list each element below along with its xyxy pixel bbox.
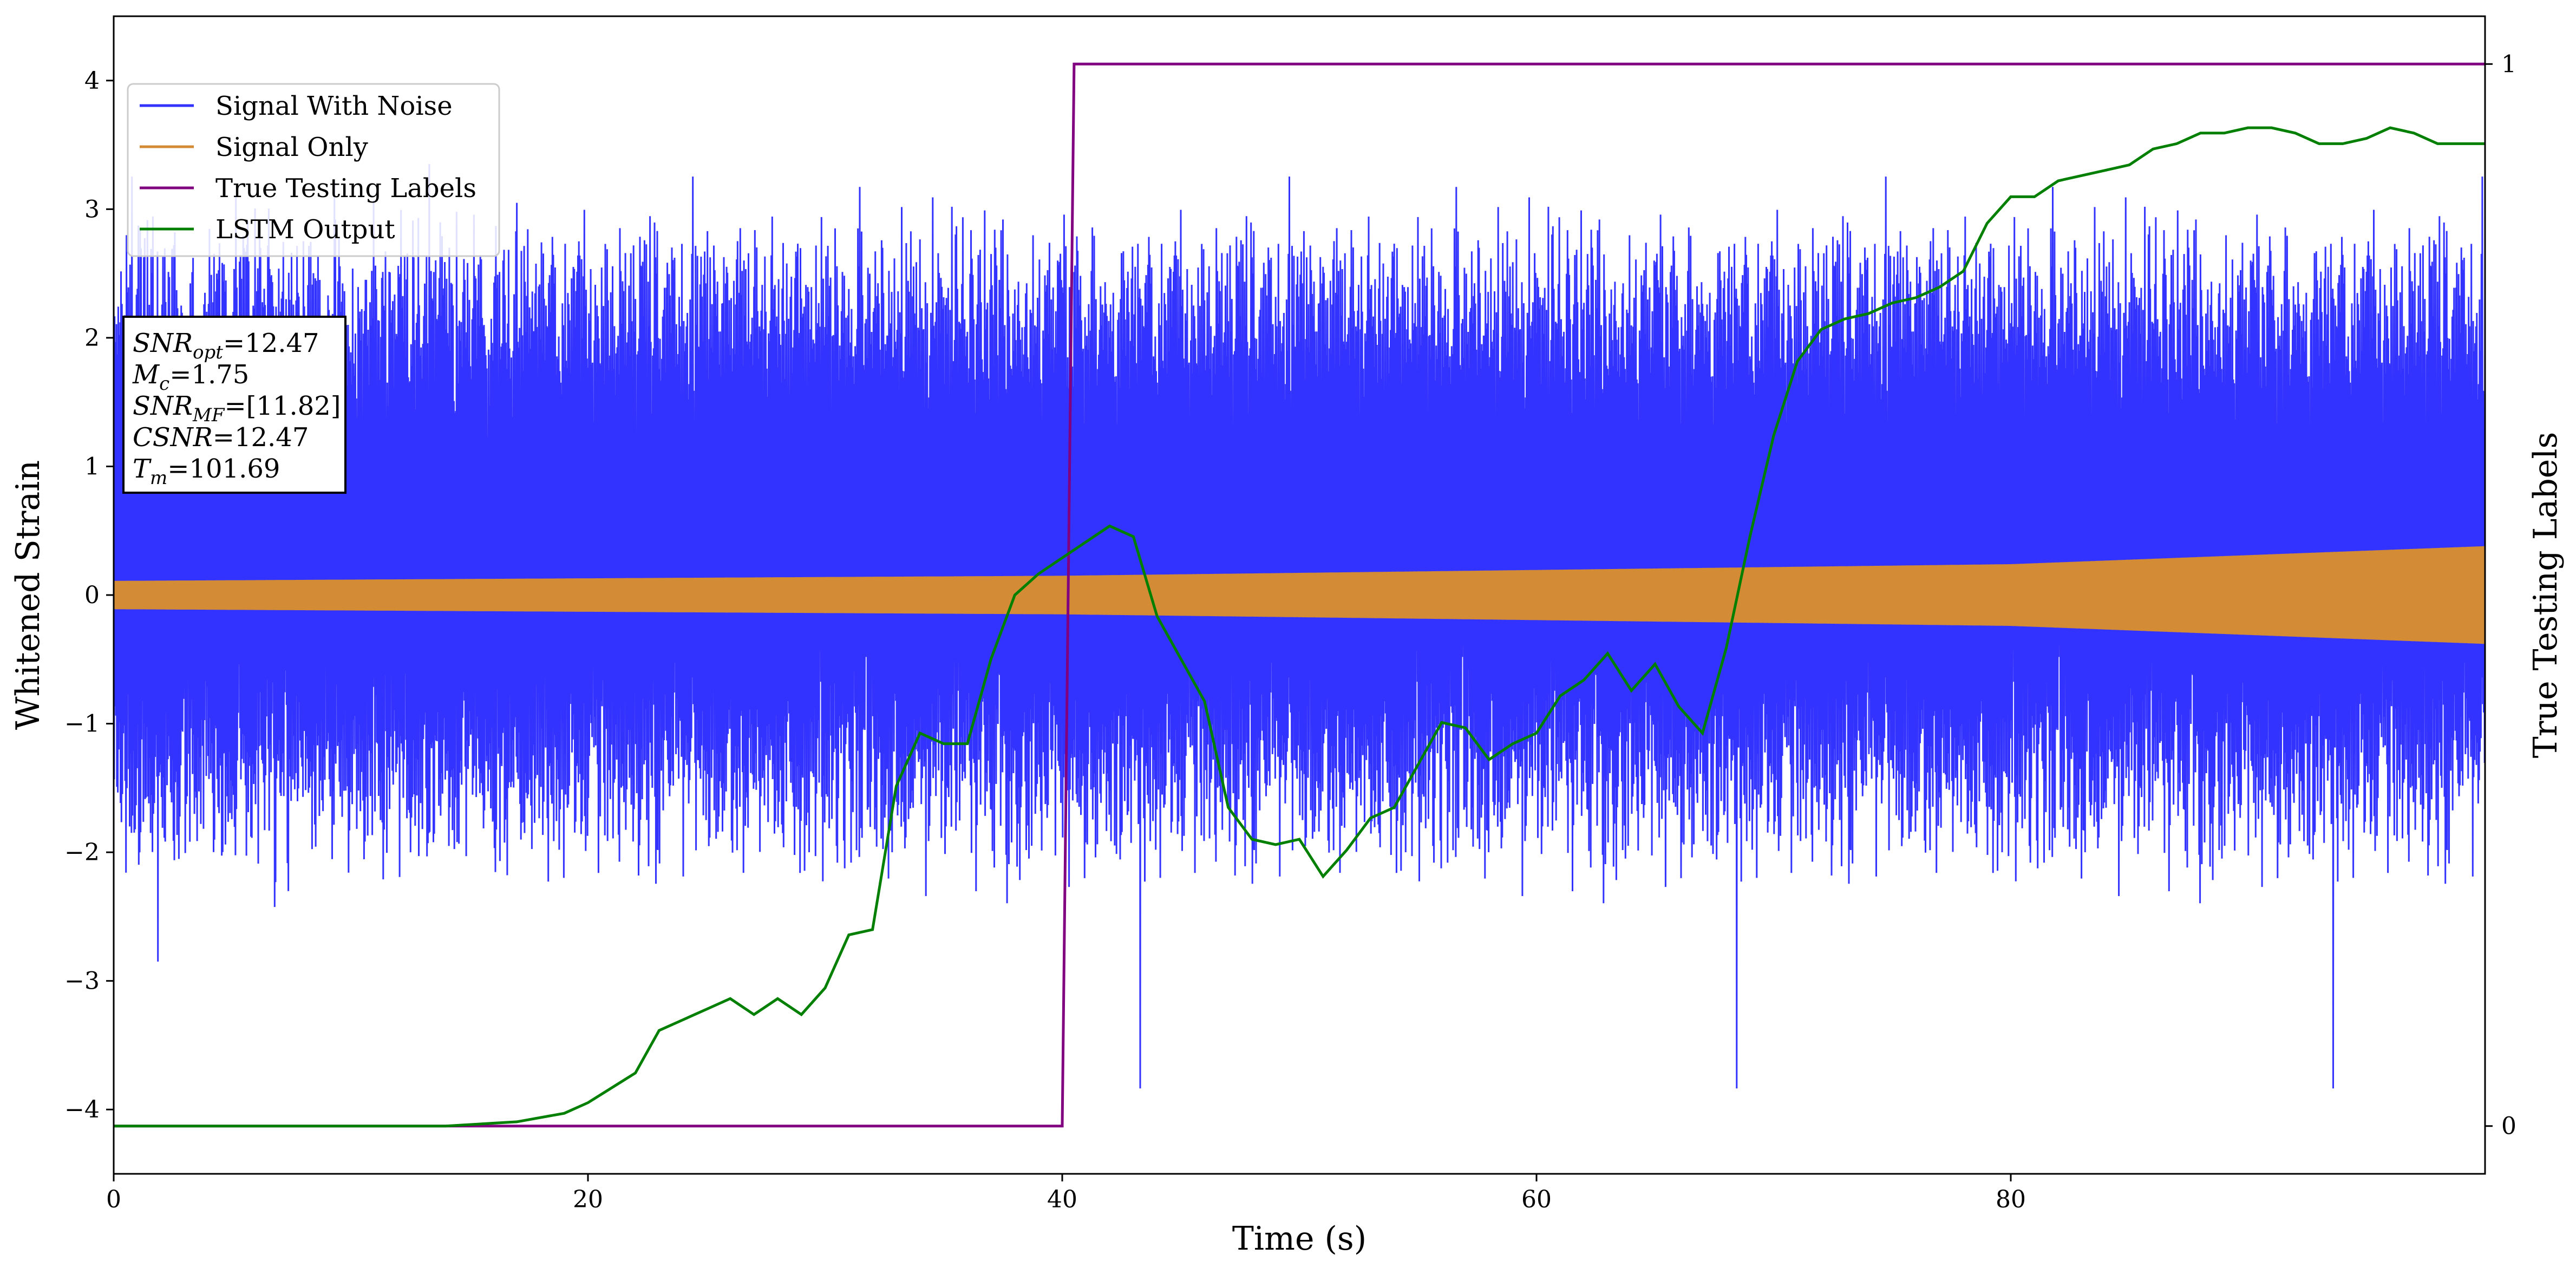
- y-axis-label-right: True Testing Labels: [2527, 432, 2565, 759]
- x-axis-label: Time (s): [1232, 1220, 1367, 1258]
- legend-label-signal-only: Signal Only: [215, 132, 368, 162]
- y-tick-label-right: 1: [2501, 50, 2516, 78]
- legend: Signal With Noise Signal Only True Testi…: [127, 83, 500, 257]
- legend-label-true-testing-labels: True Testing Labels: [215, 173, 476, 204]
- annotation-line: CSNR=12.47: [133, 422, 309, 453]
- annotation-box: [122, 316, 346, 494]
- x-tick-label: 60: [1521, 1186, 1552, 1213]
- series-true-testing-labels: [114, 62, 2485, 1128]
- y-tick-label-left: 3: [84, 195, 100, 223]
- y-tick-label-left: −3: [64, 968, 100, 995]
- x-tick-label: 80: [1996, 1186, 2026, 1213]
- y-tick-label-right: 0: [2501, 1113, 2516, 1140]
- y-tick-label-left: 4: [84, 67, 100, 95]
- y-tick-label-left: −2: [64, 839, 100, 866]
- legend-box: [127, 83, 500, 257]
- x-tick-label: 0: [106, 1186, 121, 1213]
- y-tick-label-left: 1: [84, 453, 100, 480]
- annotation-line: Tm=101.69: [133, 454, 280, 489]
- parameter-annotation-box: SNRopt=12.47Mc=1.75SNRMF=[11.82]CSNR=12.…: [122, 316, 346, 494]
- x-tick-label: 20: [573, 1186, 603, 1213]
- plot-area: [114, 62, 2485, 1128]
- y-tick-label-left: −1: [64, 710, 100, 738]
- series-signal-only: [114, 546, 2485, 644]
- series-lstm-output: [114, 126, 2485, 1128]
- legend-label-lstm-output: LSTM Output: [215, 214, 395, 245]
- y-tick-label-left: 2: [84, 324, 100, 352]
- legend-label-signal-with-noise: Signal With Noise: [215, 91, 453, 121]
- annotation-line: SNRMF=[11.82]: [133, 391, 341, 426]
- y-axis-label-left: Whitened Strain: [9, 460, 47, 730]
- y-tick-label-left: −4: [64, 1096, 100, 1123]
- x-tick-label: 40: [1047, 1186, 1077, 1213]
- annotation-line: Mc=1.75: [132, 360, 249, 395]
- annotation-line: SNRopt=12.47: [133, 328, 319, 363]
- y-tick-label-left: 0: [84, 582, 100, 609]
